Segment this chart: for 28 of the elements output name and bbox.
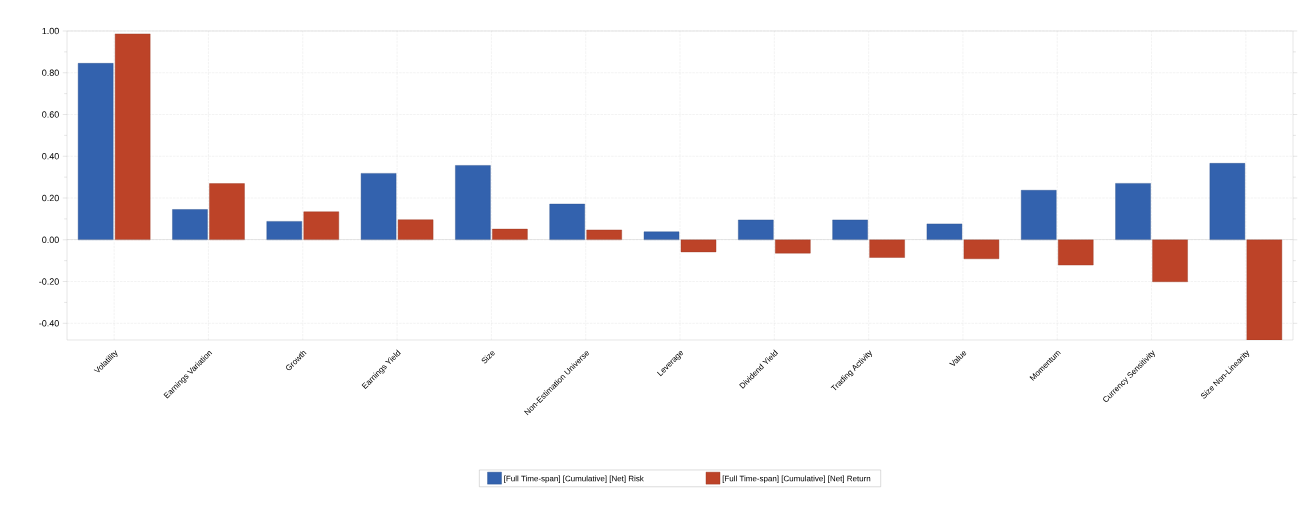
bar xyxy=(738,219,774,240)
y-tick-label: 0.40 xyxy=(42,153,59,160)
y-tick-label: -0.40 xyxy=(39,320,59,327)
y-tick-label: -0.20 xyxy=(39,278,59,285)
bar xyxy=(1152,239,1188,282)
bar xyxy=(114,33,151,240)
bar xyxy=(1209,163,1246,240)
y-tick-label: 0.60 xyxy=(42,111,59,118)
bar xyxy=(1021,190,1057,240)
bar xyxy=(77,63,114,240)
bar xyxy=(209,183,245,240)
y-tick-label: 0.20 xyxy=(42,194,59,202)
bar xyxy=(1058,239,1094,266)
bar xyxy=(869,239,905,258)
bar xyxy=(1115,183,1151,240)
bar xyxy=(832,219,868,240)
bar xyxy=(926,223,963,240)
y-tick-label: 0.00 xyxy=(42,236,59,243)
bar xyxy=(266,221,302,240)
bar xyxy=(549,203,585,240)
bar xyxy=(455,165,491,240)
bar xyxy=(172,209,208,240)
y-tick-label: 0.80 xyxy=(42,69,59,76)
bar xyxy=(360,173,397,240)
bar xyxy=(303,211,339,240)
y-tick-label: 1.00 xyxy=(42,27,59,35)
bar xyxy=(643,231,680,240)
bar xyxy=(1246,239,1283,340)
